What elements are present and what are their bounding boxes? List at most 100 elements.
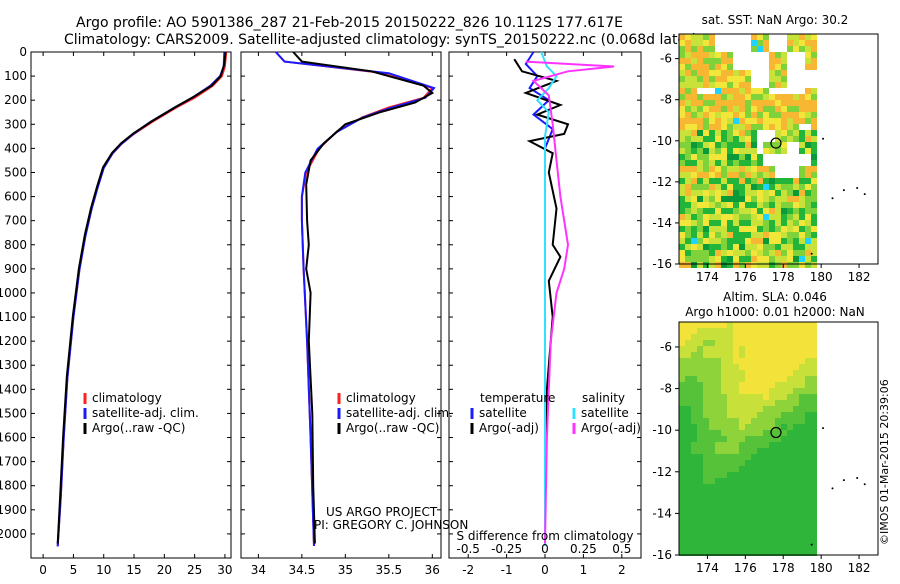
y-tick-label: 1500 bbox=[0, 406, 27, 420]
map-y-tick-label: -6 bbox=[660, 52, 672, 66]
map-x-tick-label: 180 bbox=[810, 561, 833, 575]
map-y-tick-label: -12 bbox=[652, 175, 672, 189]
coastline-dot bbox=[822, 427, 825, 430]
map-x-tick-label: 176 bbox=[734, 561, 757, 575]
coastline-dot bbox=[810, 252, 813, 255]
x-tick-label: -2 bbox=[462, 563, 474, 577]
sst-map-title: sat. SST: NaN Argo: 30.2 bbox=[702, 13, 849, 27]
legend-label: Argo(-adj) bbox=[479, 421, 539, 435]
map-x-tick-label: 180 bbox=[810, 270, 833, 284]
y-tick-label: 1800 bbox=[0, 479, 27, 493]
legend-header-temperature: temperature bbox=[480, 391, 555, 405]
sst-map-cells bbox=[679, 34, 817, 268]
y-tick-label: 100 bbox=[4, 69, 27, 83]
x2-tick-label: 0.25 bbox=[570, 542, 597, 556]
map-y-tick-label: -12 bbox=[652, 465, 672, 479]
coastline-dot bbox=[856, 477, 859, 480]
map-y-tick-label: -14 bbox=[652, 216, 672, 230]
y-tick-label: 1900 bbox=[0, 503, 27, 517]
map-y-tick-label: -8 bbox=[660, 382, 672, 396]
map-y-tick-label: -16 bbox=[652, 257, 672, 271]
x-tick-label: 25 bbox=[187, 563, 202, 577]
header-line-1: Argo profile: AO 5901386_287 21-Feb-2015… bbox=[76, 15, 623, 31]
map-y-tick-label: -6 bbox=[660, 340, 672, 354]
coastline-dot bbox=[831, 197, 834, 200]
legend-label: satellite bbox=[581, 406, 629, 420]
x-tick-label: 35.5 bbox=[375, 563, 402, 577]
x-tick-label: 0 bbox=[39, 563, 47, 577]
coastline-dot bbox=[856, 187, 859, 190]
x-tick-label: 35 bbox=[338, 563, 353, 577]
map-x-tick-label: 176 bbox=[734, 270, 757, 284]
x2-tick-label: -0.25 bbox=[491, 542, 522, 556]
x-tick-label: 34.5 bbox=[289, 563, 316, 577]
legend-label: Argo(..raw -QC) bbox=[346, 421, 439, 435]
series-line-salinity-satellite bbox=[535, 51, 558, 546]
coastline-dot bbox=[842, 189, 845, 192]
x-tick-label: 20 bbox=[157, 563, 172, 577]
map-y-tick-label: -10 bbox=[652, 134, 672, 148]
pi-credit: PI: GREGORY C. JOHNSON bbox=[314, 518, 468, 532]
sla-map-cells bbox=[679, 322, 817, 556]
y-tick-label: 200 bbox=[4, 93, 27, 107]
coastline-dot bbox=[863, 193, 866, 196]
coastline-dot bbox=[831, 487, 834, 490]
y-tick-label: 600 bbox=[4, 190, 27, 204]
coastline-dot bbox=[822, 137, 825, 140]
legend-label: satellite bbox=[479, 406, 527, 420]
x-tick-label: -1 bbox=[501, 563, 513, 577]
y-tick-label: 1400 bbox=[0, 382, 27, 396]
map-y-tick-label: -10 bbox=[652, 423, 672, 437]
y-tick-label: 300 bbox=[4, 117, 27, 131]
x-tick-label: 0 bbox=[541, 563, 549, 577]
y-tick-label: 1300 bbox=[0, 358, 27, 372]
y-tick-label: 700 bbox=[4, 214, 27, 228]
map-x-tick-label: 174 bbox=[696, 270, 719, 284]
coastline-dot bbox=[842, 479, 845, 482]
x2-tick-label: 0 bbox=[541, 542, 549, 556]
legend-header-salinity: salinity bbox=[582, 391, 625, 405]
timestamp: ©IMOS 01-Mar-2015 20:39:06 bbox=[878, 379, 891, 545]
x-tick-label: 10 bbox=[96, 563, 111, 577]
map-x-tick-label: 182 bbox=[848, 561, 871, 575]
series-line-salinity-argo-adj- bbox=[525, 60, 615, 544]
x2-tick-label: 0.5 bbox=[612, 542, 631, 556]
x-tick-label: 30 bbox=[217, 563, 232, 577]
legend-label: climatology bbox=[92, 391, 162, 405]
y-tick-label: 900 bbox=[4, 262, 27, 276]
y-tick-label: 500 bbox=[4, 165, 27, 179]
argo-position-marker bbox=[770, 137, 782, 149]
x-tick-label: 36 bbox=[425, 563, 440, 577]
coastline-dot bbox=[810, 543, 813, 546]
legend-label: Argo(-adj) bbox=[581, 421, 641, 435]
legend-label: satellite-adj. clim. bbox=[346, 406, 453, 420]
series-line-argo-raw-qc- bbox=[56, 51, 227, 544]
argo-position-marker bbox=[770, 426, 782, 439]
x-tick-label: 2 bbox=[618, 563, 626, 577]
y-tick-label: 0 bbox=[19, 45, 27, 59]
sla-map-frame bbox=[678, 321, 879, 556]
legend-label: climatology bbox=[346, 391, 416, 405]
x-tick-label: 34 bbox=[251, 563, 266, 577]
y-tick-label: 800 bbox=[4, 238, 27, 252]
map-x-tick-label: 182 bbox=[848, 270, 871, 284]
y-tick-label: 1200 bbox=[0, 334, 27, 348]
header-line-2: Climatology: CARS2009. Satellite-adjuste… bbox=[64, 32, 697, 48]
y-tick-label: 1700 bbox=[0, 455, 27, 469]
map-y-tick-label: -8 bbox=[660, 93, 672, 107]
sla-map-subtitle: Argo h1000: 0.01 h2000: NaN bbox=[685, 305, 865, 319]
y-tick-label: 1600 bbox=[0, 431, 27, 445]
y-tick-label: 2000 bbox=[0, 527, 27, 541]
y-tick-label: 1100 bbox=[0, 310, 27, 324]
map-y-tick-label: -16 bbox=[652, 548, 672, 562]
y-tick-label: 400 bbox=[4, 141, 27, 155]
map-x-tick-label: 178 bbox=[772, 561, 795, 575]
salinity-profile-frame bbox=[240, 51, 442, 559]
x-tick-label: 5 bbox=[70, 563, 78, 577]
x-tick-label: 15 bbox=[126, 563, 141, 577]
map-y-tick-label: -14 bbox=[652, 506, 672, 520]
x2-tick-label: -0.5 bbox=[456, 542, 479, 556]
x-tick-label: 1 bbox=[580, 563, 588, 577]
map-x-tick-label: 174 bbox=[696, 561, 719, 575]
